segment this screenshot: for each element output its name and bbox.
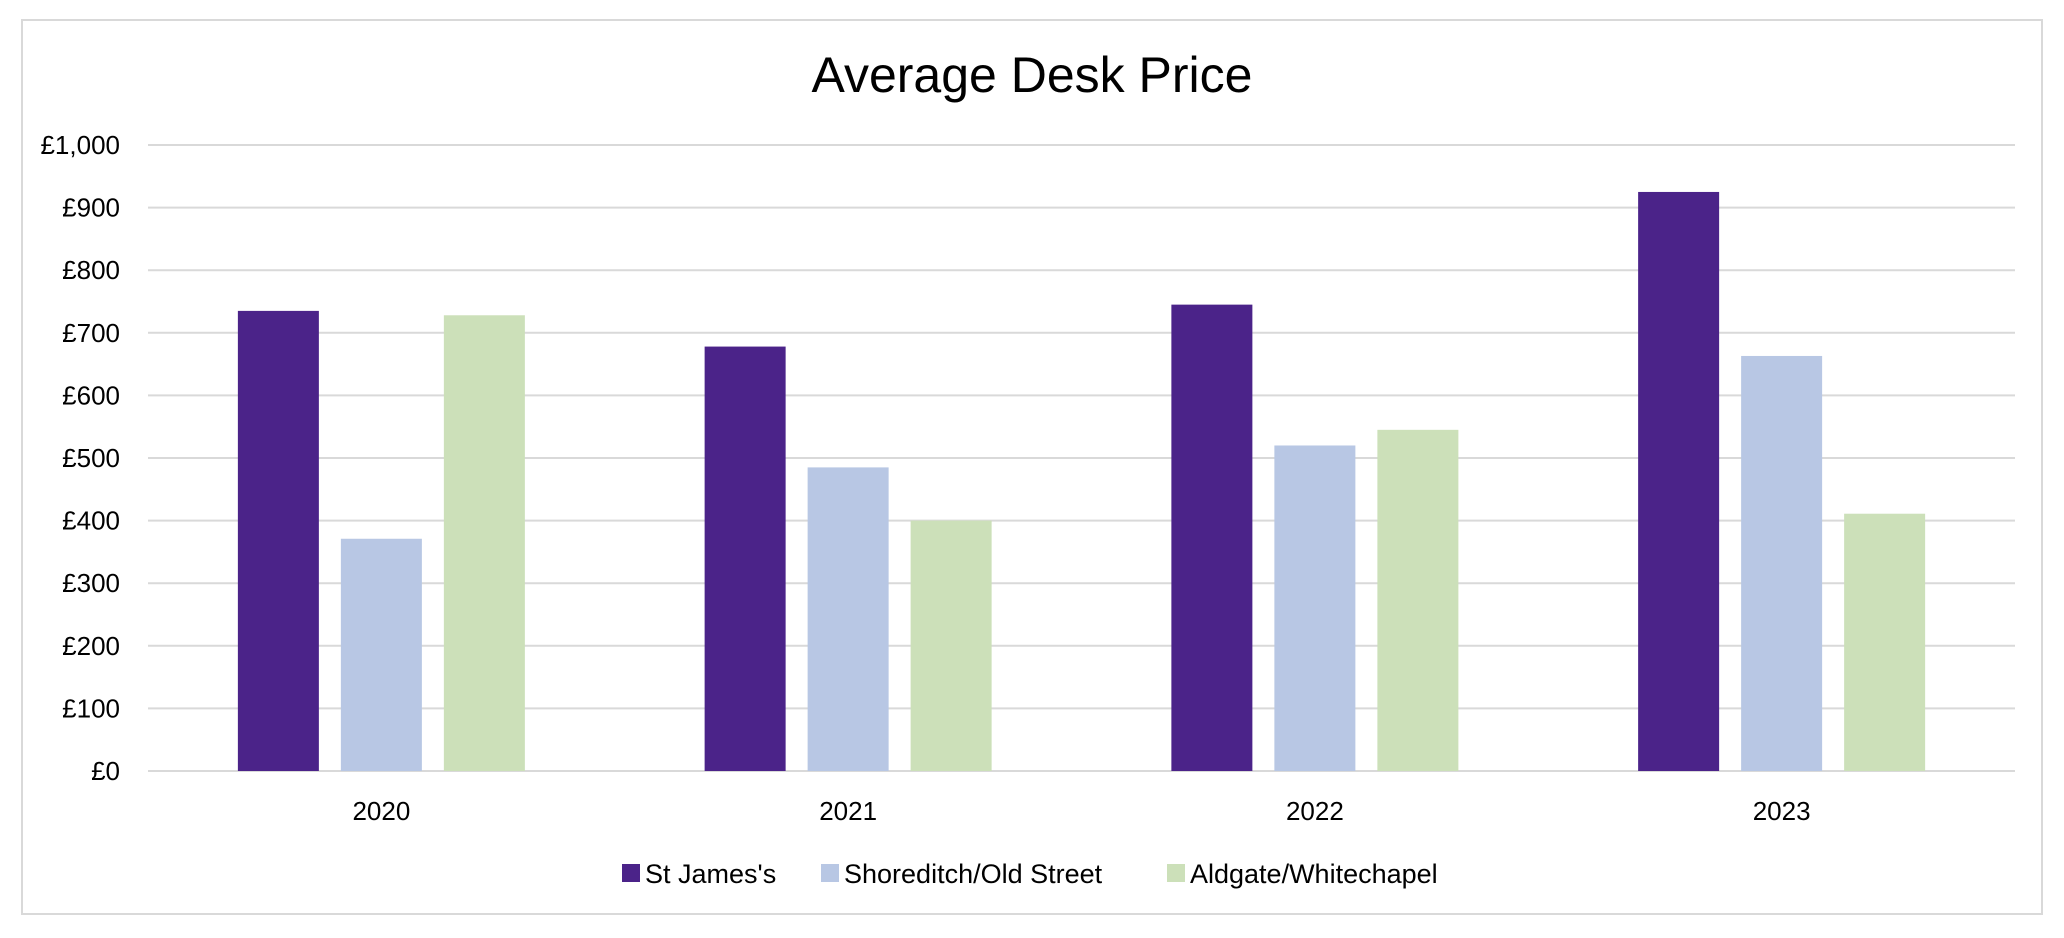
y-axis-tick-labels: £0 £100 £200 £300 £400 £500 £600 £700 £800 £900 £1…	[40, 130, 120, 786]
bar-shoreditch-old-street-2022	[1274, 445, 1356, 771]
legend-swatch	[1167, 864, 1185, 882]
bar-st-james-s-2021	[704, 346, 786, 771]
chart-title: Average Desk Price	[812, 47, 1253, 103]
legend: St James's Shoreditch/Old Street Aldgate/W…	[622, 859, 1438, 889]
bar-shoreditch-old-street-2023	[1741, 355, 1823, 771]
legend-swatch	[821, 864, 839, 882]
bar-shoreditch-old-street-2021	[807, 467, 889, 771]
y-tick-label: £100	[62, 693, 120, 723]
x-tick-label: 2020	[352, 796, 410, 826]
legend-label: Shoreditch/Old Street	[844, 859, 1103, 889]
bar-aldgate-whitechapel-2022	[1377, 429, 1459, 771]
x-tick-label: 2023	[1753, 796, 1811, 826]
y-tick-label: £1,000	[40, 130, 120, 160]
x-tick-label: 2022	[1286, 796, 1344, 826]
bar-shoreditch-old-street-2020	[340, 538, 422, 771]
y-tick-label: £300	[62, 568, 120, 598]
y-tick-label: £200	[62, 631, 120, 661]
x-tick-label: 2021	[819, 796, 877, 826]
y-tick-label: £400	[62, 506, 120, 536]
bars	[237, 191, 1926, 771]
bar-st-james-s-2023	[1638, 191, 1720, 771]
y-tick-label: £700	[62, 318, 120, 348]
bar-aldgate-whitechapel-2023	[1844, 513, 1926, 771]
y-tick-label: £600	[62, 380, 120, 410]
y-tick-label: £800	[62, 255, 120, 285]
bar-st-james-s-2020	[237, 310, 319, 771]
gridlines	[148, 144, 2015, 772]
x-axis-tick-labels: 2020 2021 2022 2023	[352, 796, 1810, 826]
y-tick-label: £900	[62, 193, 120, 223]
y-tick-label: £0	[91, 756, 120, 786]
bar-st-james-s-2022	[1171, 304, 1253, 771]
legend-label: Aldgate/Whitechapel	[1190, 859, 1438, 889]
bar-aldgate-whitechapel-2020	[443, 315, 525, 771]
bar-aldgate-whitechapel-2021	[910, 520, 992, 771]
y-tick-label: £500	[62, 443, 120, 473]
legend-swatch	[622, 864, 640, 882]
legend-label: St James's	[645, 859, 776, 889]
